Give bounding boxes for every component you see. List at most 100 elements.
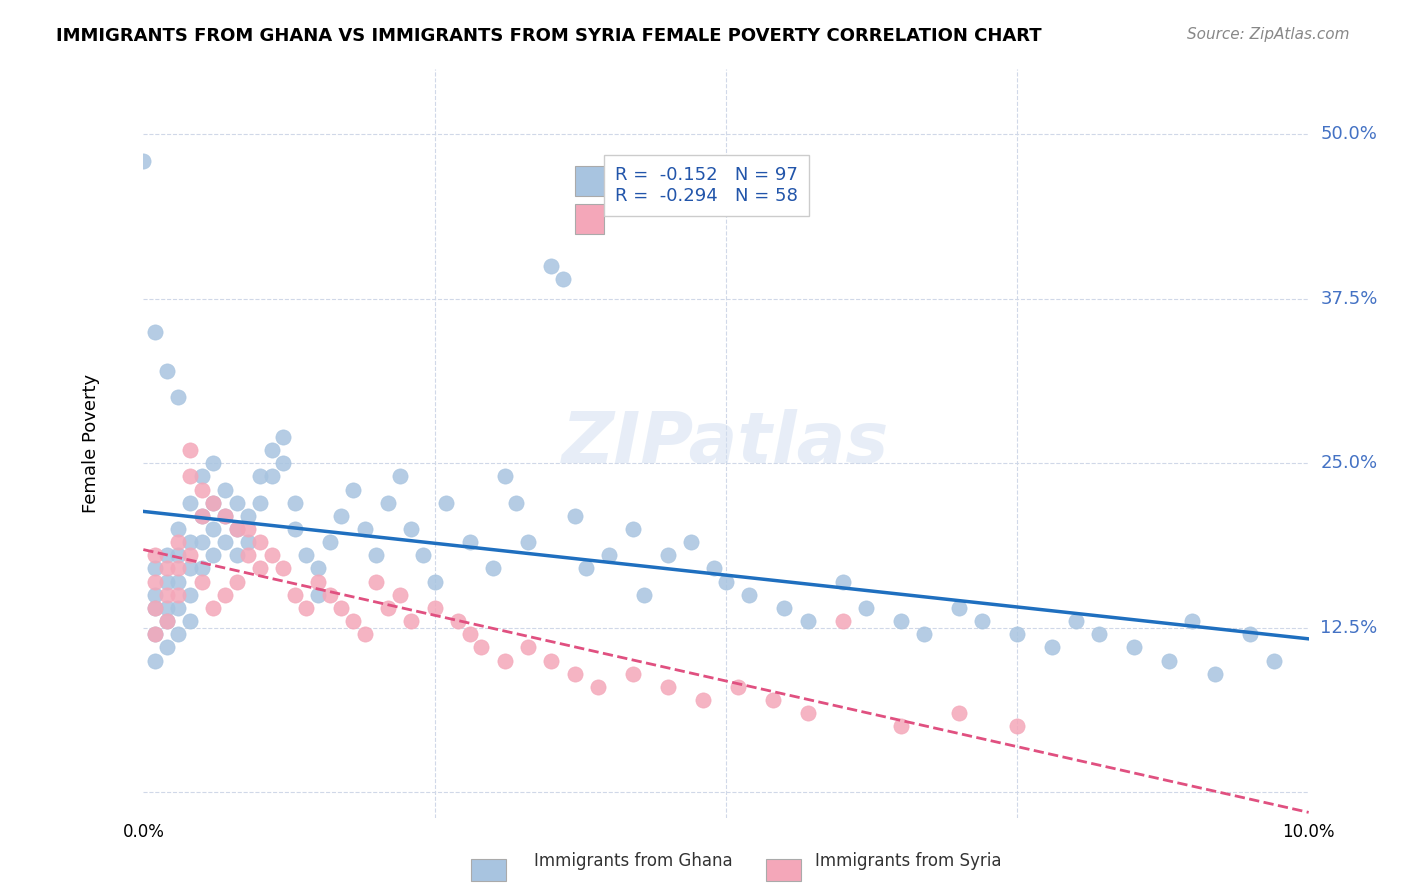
Text: Immigrants from Ghana: Immigrants from Ghana (534, 852, 733, 870)
Point (1007, 627, 1029, 641)
Point (423, 601, 446, 615)
Point (342, 614, 364, 628)
Point (179, 469, 201, 483)
Point (494, 654, 516, 668)
Point (575, 561, 598, 575)
Point (143, 601, 166, 615)
Point (225, 549, 247, 563)
Point (190, 561, 212, 575)
Point (179, 588, 201, 602)
Point (167, 627, 190, 641)
Point (249, 496, 271, 510)
Point (330, 601, 353, 615)
Point (540, 654, 562, 668)
Point (225, 522, 247, 536)
Point (143, 627, 166, 641)
Point (1122, 640, 1144, 655)
Point (598, 549, 620, 563)
Point (423, 574, 446, 589)
Point (156, 588, 179, 602)
Point (132, 153, 155, 168)
Point (143, 549, 166, 563)
Point (190, 508, 212, 523)
Point (377, 496, 399, 510)
Point (156, 574, 179, 589)
Point (179, 443, 201, 458)
Point (948, 706, 970, 721)
Point (586, 680, 609, 694)
Point (271, 456, 294, 470)
Point (890, 719, 912, 733)
Point (307, 588, 329, 602)
Point (366, 574, 388, 589)
Point (679, 535, 702, 549)
Point (458, 627, 481, 641)
Point (249, 535, 271, 549)
Point (143, 654, 166, 668)
Text: 25.0%: 25.0% (1320, 454, 1378, 472)
Point (271, 430, 294, 444)
Point (214, 588, 236, 602)
Text: Source: ZipAtlas.com: Source: ZipAtlas.com (1187, 27, 1350, 42)
Point (179, 614, 201, 628)
Point (714, 574, 737, 589)
Point (156, 601, 179, 615)
Point (143, 574, 166, 589)
Point (738, 588, 761, 602)
Point (249, 561, 271, 575)
Point (143, 601, 166, 615)
Point (238, 522, 260, 536)
Point (727, 680, 749, 694)
Point (143, 627, 166, 641)
Point (516, 535, 538, 549)
FancyBboxPatch shape (575, 203, 603, 234)
Point (342, 483, 364, 497)
Point (225, 522, 247, 536)
Point (295, 549, 318, 563)
Point (167, 549, 190, 563)
Point (972, 614, 994, 628)
Text: ZIPatlas: ZIPatlas (562, 409, 890, 478)
Point (319, 588, 342, 602)
Point (143, 325, 166, 339)
Text: IMMIGRANTS FROM GHANA VS IMMIGRANTS FROM SYRIA FEMALE POVERTY CORRELATION CHART: IMMIGRANTS FROM GHANA VS IMMIGRANTS FROM… (56, 27, 1042, 45)
Point (284, 522, 307, 536)
Point (1204, 666, 1226, 681)
Point (238, 549, 260, 563)
FancyBboxPatch shape (575, 166, 603, 196)
Point (214, 508, 236, 523)
Point (621, 666, 644, 681)
Point (202, 496, 225, 510)
Point (156, 614, 179, 628)
Point (482, 561, 505, 575)
Point (703, 561, 725, 575)
Point (505, 496, 527, 510)
Point (401, 614, 423, 628)
Point (796, 614, 818, 628)
Point (167, 588, 190, 602)
Point (202, 456, 225, 470)
Point (564, 666, 586, 681)
Point (307, 561, 329, 575)
Point (447, 614, 470, 628)
Point (657, 680, 679, 694)
Point (238, 508, 260, 523)
Text: R =  -0.152   N = 97
R =  -0.294   N = 58: R = -0.152 N = 97 R = -0.294 N = 58 (616, 166, 799, 205)
Point (948, 601, 970, 615)
Point (284, 496, 307, 510)
Point (271, 561, 294, 575)
Point (214, 483, 236, 497)
Point (494, 469, 516, 483)
Point (330, 508, 353, 523)
Point (260, 469, 283, 483)
Point (1088, 627, 1111, 641)
Point (1040, 640, 1063, 655)
Point (1157, 654, 1180, 668)
Point (657, 549, 679, 563)
Point (143, 588, 166, 602)
Point (353, 627, 375, 641)
Point (388, 469, 411, 483)
Point (564, 508, 586, 523)
Point (190, 508, 212, 523)
Point (458, 535, 481, 549)
